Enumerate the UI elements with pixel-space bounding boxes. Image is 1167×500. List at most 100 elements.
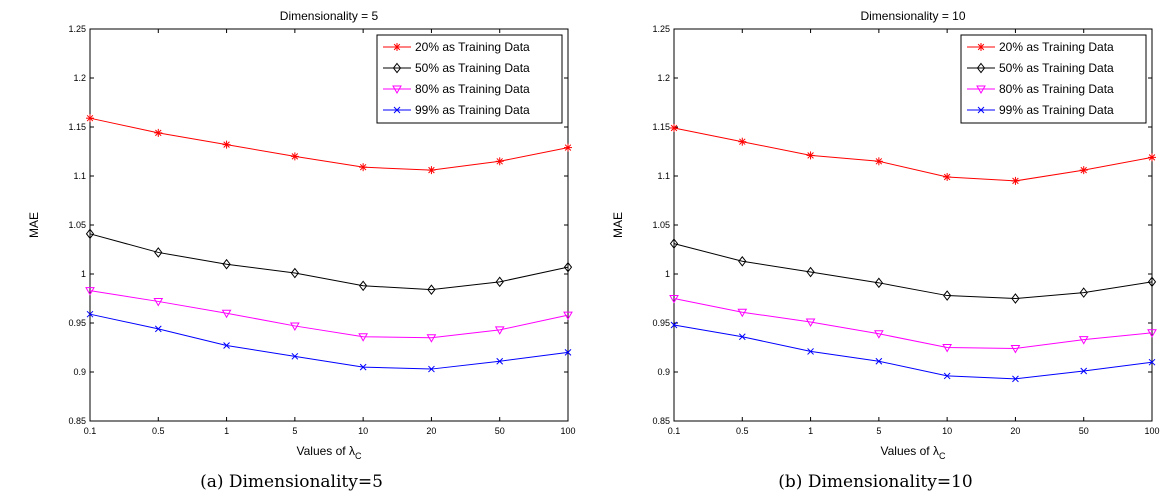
chart-b-legend-marker [977, 43, 985, 51]
caption-a: (a) Dimensionality=5 [200, 472, 383, 492]
chart-a-data-point [290, 267, 299, 279]
chart-a-series-line [89, 313, 569, 370]
chart-b-data-point [1011, 176, 1020, 185]
chart-a-legend-marker [392, 85, 402, 95]
chart-b-data-point [942, 344, 953, 353]
chart-b-legend-item: 50% as Training Data [967, 61, 1114, 75]
chart-b-y-tick-label: 1.2 [657, 73, 670, 83]
chart-a-y-axis-label: MAE [27, 212, 41, 238]
chart-a-legend: 20% as Training Data 50% as Training Data… [376, 34, 563, 124]
chart-a-legend-item: 50% as Training Data [383, 61, 530, 75]
chart-b-y-tick-label: 1.05 [652, 220, 670, 230]
chart-b-data-point [1080, 367, 1088, 375]
chart-a-legend-item: 20% as Training Data [383, 40, 530, 54]
chart-b-data-point [1147, 276, 1157, 288]
chart-a-legend-item: 99% as Training Data [383, 103, 530, 117]
chart-b-data-point [1079, 287, 1088, 298]
chart-b-x-tick-label: 100 [1144, 426, 1159, 436]
chart-a-legend-box [376, 34, 563, 124]
chart-b-y-tick-label: 1.25 [652, 24, 670, 34]
chart-a-data-point [86, 114, 94, 123]
chart-b-data-point [670, 123, 678, 132]
chart-b-y-tick-label: 0.9 [657, 367, 670, 377]
chart-a-data-point [222, 140, 231, 149]
chart-b-x-tick-label: 5 [876, 426, 881, 436]
chart-b-data-point [1012, 375, 1019, 383]
chart-a-data-point [154, 325, 162, 333]
chart-b-svg: Dimensionality = 10 0.1 0.5 1 5 10 20 50 100 0.85… [611, 9, 1160, 461]
chart-a-legend-item: 80% as Training Data [383, 82, 530, 96]
chart-a-y-tick-label: 1.15 [68, 122, 86, 132]
chart-b-legend-marker [976, 85, 986, 95]
chart-a-x-axis-label: Values of λC [297, 444, 362, 461]
chart-a-series-line [89, 117, 569, 171]
chart-a-legend-label: 80% as Training Data [415, 82, 530, 96]
chart-b-y-tick-label: 1 [665, 269, 670, 279]
chart-b-legend-label: 99% as Training Data [999, 103, 1114, 117]
chart-a-data-point [427, 284, 436, 295]
chart-a-legend-marker [393, 106, 401, 114]
chart-a-x-tick-label: 50 [495, 426, 505, 436]
chart-a-legend-marker [393, 43, 401, 51]
chart-b-x-tick-label: 0.5 [736, 426, 749, 436]
chart-a-data-point [496, 357, 504, 365]
chart-a-y-tick-label: 1.1 [73, 171, 86, 181]
chart-a-data-point [222, 258, 231, 270]
chart-b-x-axis-label: Values of λC [881, 444, 946, 461]
chart-a-x-tick-label: 0.1 [84, 426, 97, 436]
chart-a-data-point [495, 157, 504, 166]
chart-a-data-point [358, 333, 369, 342]
chart-b-data-point [1148, 153, 1156, 162]
chart-b-data-point [1148, 358, 1156, 366]
chart-b-data-point [1078, 336, 1089, 345]
chart-a-x-tick-label: 0.5 [152, 426, 165, 436]
chart-b-data-point [875, 357, 883, 365]
chart-b-legend-marker [976, 62, 986, 74]
chart-a-data-point [85, 287, 95, 296]
chart-a-data-point [291, 352, 299, 360]
chart-b-y-axis-label: MAE [611, 212, 625, 238]
chart-b-legend-marker [977, 106, 985, 114]
chart-a-data-point [86, 310, 94, 318]
chart-a-title: Dimensionality = 5 [280, 9, 379, 23]
chart-b-title: Dimensionality = 10 [860, 9, 965, 23]
chart-b-x-tick-label: 50 [1079, 426, 1089, 436]
chart-a-y-tick-label: 1.2 [73, 73, 86, 83]
chart-a-data-point [427, 166, 436, 175]
chart-panel-b: Dimensionality = 10 0.1 0.5 1 5 10 20 50 100 0.85… [584, 0, 1167, 500]
chart-a-x-tick-label: 20 [426, 426, 436, 436]
chart-a-data-point [359, 363, 367, 371]
chart-b-data-point [669, 295, 679, 304]
chart-b-data-point [943, 290, 952, 301]
chart-b-x-tick-label: 1 [808, 426, 813, 436]
chart-a-data-point [359, 280, 368, 292]
chart-b-legend-label: 20% as Training Data [999, 40, 1114, 54]
chart-a-legend-marker [392, 62, 402, 74]
chart-b-legend: 20% as Training Data 50% as Training Data… [960, 34, 1147, 124]
chart-a-y-tick-label: 0.85 [68, 416, 86, 426]
chart-a-data-point [564, 143, 572, 152]
chart-a-data-point [563, 261, 573, 273]
chart-a-series-3 [86, 310, 572, 373]
chart-a-y-tick-label: 0.9 [73, 367, 86, 377]
chart-b-data-point [1079, 166, 1088, 175]
chart-b-data-point [738, 137, 747, 146]
chart-b-data-point [737, 308, 748, 318]
chart-a-series-2 [85, 287, 573, 343]
chart-b-data-point [873, 330, 884, 339]
chart-a-series-line [89, 290, 569, 339]
chart-b-data-point [1011, 293, 1020, 304]
chart-a-x-tick-label: 1 [224, 426, 229, 436]
chart-b-legend-item: 80% as Training Data [967, 82, 1114, 96]
chart-a-data-point [154, 247, 163, 258]
chart-b-y-tick-label: 0.85 [652, 416, 670, 426]
chart-a-data-point [426, 334, 437, 343]
chart-a-data-point [359, 163, 368, 172]
chart-a-series-1 [85, 228, 573, 295]
chart-b-x-tick-label: 10 [942, 426, 952, 436]
chart-a-data-point [154, 128, 163, 137]
chart-b-legend-item: 20% as Training Data [967, 40, 1114, 54]
chart-b-data-point [874, 277, 883, 289]
chart-a-data-point [289, 322, 300, 331]
chart-a-data-point [428, 365, 435, 373]
